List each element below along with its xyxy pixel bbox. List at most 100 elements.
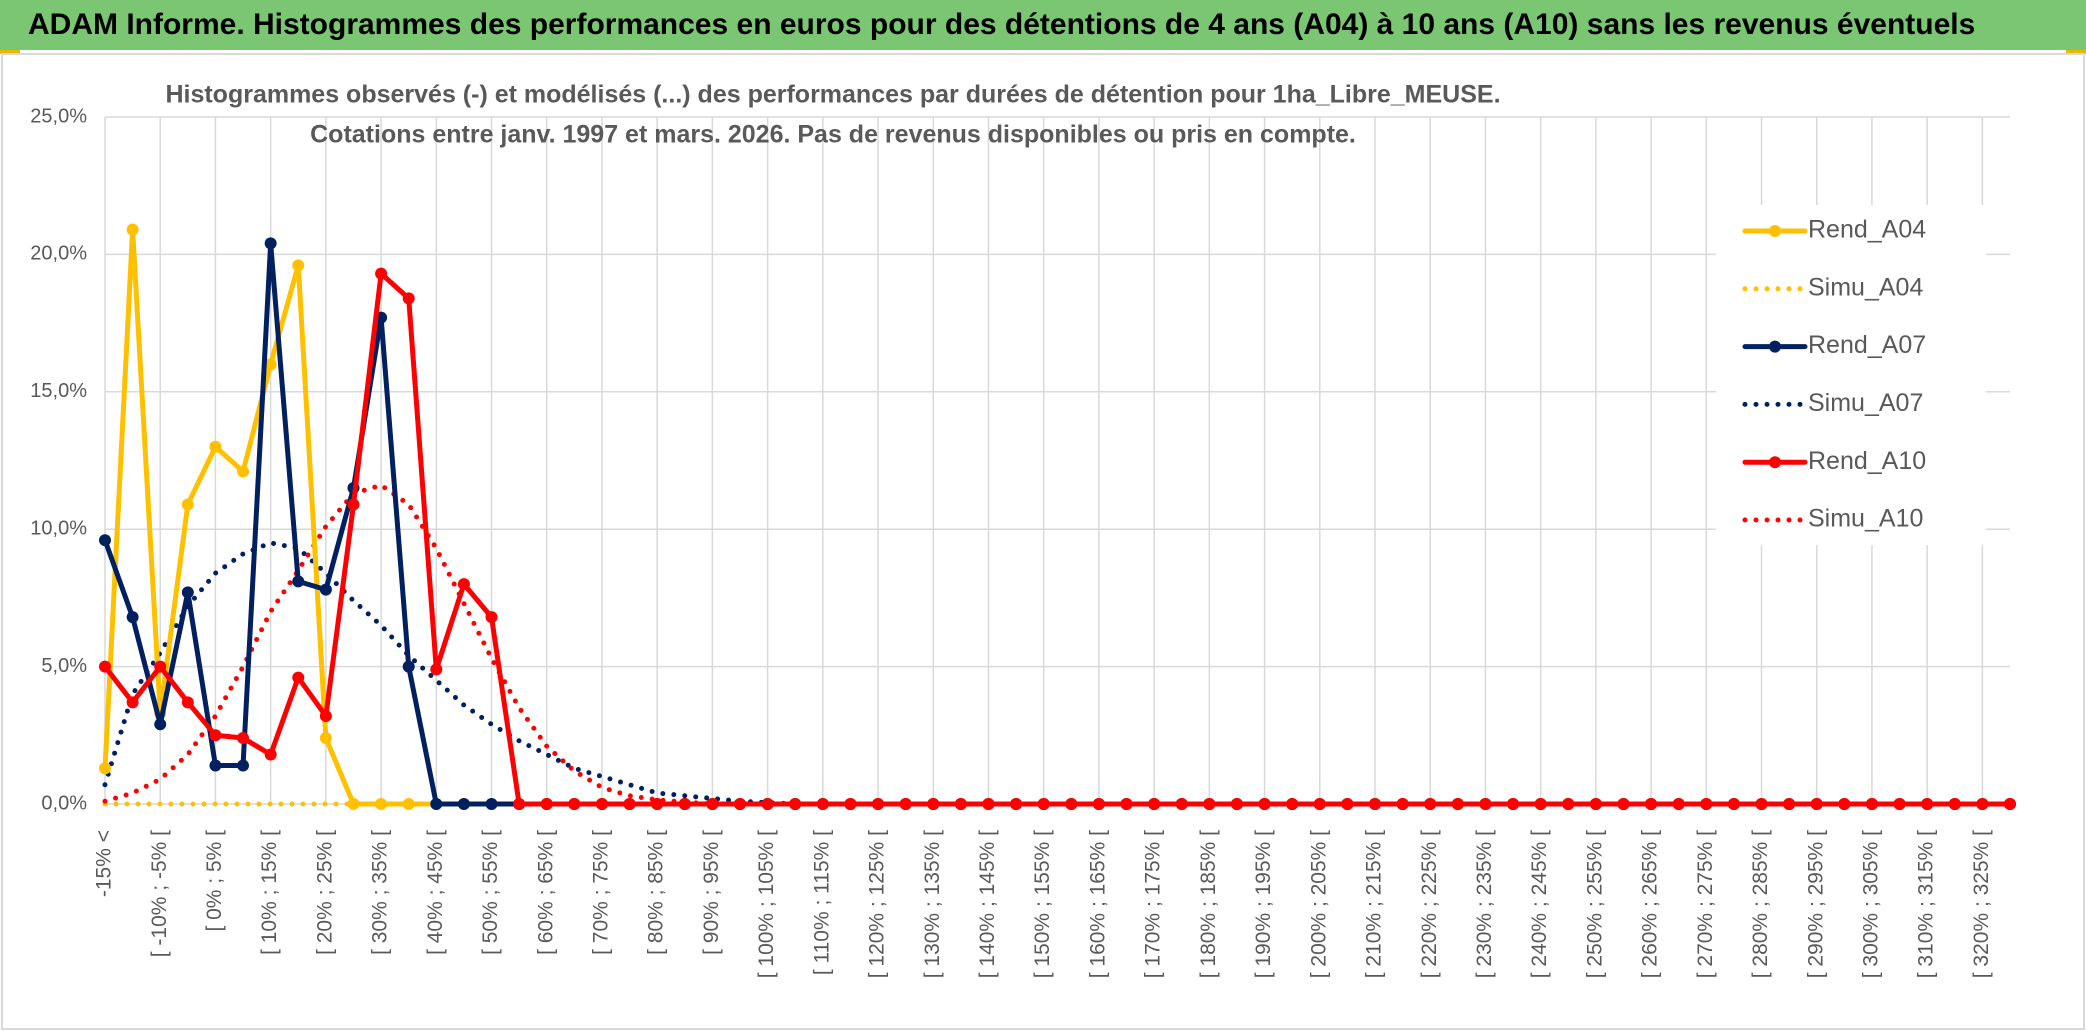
point — [1507, 798, 1520, 810]
point — [927, 798, 940, 810]
point — [457, 578, 470, 591]
point — [126, 696, 139, 709]
point — [209, 440, 222, 453]
x-tick-label: [ 20% ; 25% [ — [313, 830, 336, 955]
legend-box — [1716, 205, 1986, 545]
point — [292, 259, 305, 272]
x-tick-label: [ 90% ; 95% [ — [700, 830, 723, 955]
point — [1313, 798, 1326, 810]
point — [237, 465, 250, 478]
x-tick-label: [ 260% ; 265% [ — [1639, 830, 1662, 978]
point — [457, 798, 470, 810]
x-tick-label: [ 120% ; 125% [ — [866, 830, 889, 978]
point — [181, 696, 194, 709]
x-tick-label: [ 210% ; 215% [ — [1363, 830, 1386, 978]
point — [1921, 798, 1934, 810]
point — [678, 798, 691, 810]
point — [485, 611, 498, 624]
point — [319, 710, 332, 723]
point — [126, 611, 139, 624]
x-tick-label: [ 150% ; 155% [ — [1031, 830, 1054, 978]
x-tick-label: [ 130% ; 135% [ — [921, 830, 944, 978]
point — [1396, 798, 1409, 810]
point — [264, 748, 277, 761]
point — [99, 660, 111, 673]
point — [1534, 798, 1547, 810]
point — [844, 798, 857, 810]
x-tick-label: [ 240% ; 245% [ — [1528, 830, 1551, 978]
point — [1092, 798, 1105, 810]
point — [1755, 798, 1768, 810]
point — [1065, 798, 1078, 810]
y-tick-label: 15,0% — [30, 380, 87, 402]
point — [1451, 798, 1464, 810]
point — [209, 759, 222, 772]
point — [595, 798, 608, 810]
x-tick-label: [ 290% ; 295% [ — [1804, 830, 1827, 978]
point — [1341, 798, 1354, 810]
frame — [1, 53, 2085, 1030]
legend-marker — [1769, 340, 1781, 353]
legend-marker — [1769, 225, 1781, 237]
point — [1479, 798, 1492, 810]
point — [375, 798, 388, 810]
point — [319, 732, 332, 745]
point — [154, 718, 167, 731]
point — [292, 671, 305, 684]
point — [1617, 798, 1630, 810]
point — [872, 798, 885, 810]
point — [485, 798, 498, 810]
corner — [2066, 50, 2086, 54]
y-tick-label: 10,0% — [30, 517, 87, 539]
x-tick-label: [ 200% ; 205% [ — [1307, 830, 1330, 978]
point — [899, 798, 912, 810]
point — [126, 223, 139, 236]
x-tick-label: [ 30% ; 35% [ — [369, 830, 392, 955]
x-tick-label: [ 0% ; 5% [ — [203, 830, 226, 932]
point — [1424, 798, 1437, 810]
point — [1893, 798, 1906, 810]
point — [1672, 798, 1685, 810]
point — [761, 798, 774, 810]
banner-title: ADAM Informe. Histogrammes des performan… — [28, 8, 1975, 41]
point — [1010, 798, 1023, 810]
corner — [0, 50, 20, 54]
x-tick-label: [ 320% ; 325% [ — [1970, 830, 1993, 978]
point — [2004, 798, 2016, 810]
x-tick-label: [ 110% ; 115% [ — [810, 830, 833, 975]
point — [1700, 798, 1713, 810]
point — [1230, 798, 1243, 810]
point — [1286, 798, 1299, 810]
point — [347, 798, 360, 810]
x-tick-label: [ 160% ; 165% [ — [1086, 830, 1109, 978]
point — [347, 498, 360, 511]
x-tick-label: [ 180% ; 185% [ — [1197, 830, 1220, 978]
point — [99, 534, 111, 547]
point — [1727, 798, 1740, 810]
legend-label: Simu_A10 — [1808, 505, 1923, 533]
x-tick-label: [ 230% ; 235% [ — [1473, 830, 1496, 978]
point — [402, 660, 415, 673]
point — [292, 575, 305, 588]
point — [402, 292, 415, 305]
point — [623, 798, 636, 810]
point — [99, 762, 111, 775]
legend-label: Simu_A04 — [1808, 273, 1923, 301]
point — [1037, 798, 1050, 810]
point — [209, 729, 222, 742]
point — [375, 267, 388, 280]
point — [1148, 798, 1161, 810]
legend-marker — [1769, 456, 1781, 469]
point — [734, 798, 746, 810]
plot: 0,0% 5,0% 10,0% 15,0% 20,0% 25,0% -15% < [ -10%… — [30, 105, 2016, 978]
point — [706, 798, 719, 810]
x-tick-label: [ 280% ; 285% [ — [1749, 830, 1772, 978]
y-tick-label: 20,0% — [30, 243, 87, 265]
x-tick-label: [ 140% ; 145% [ — [976, 830, 999, 978]
x-tick-label: [ 50% ; 55% [ — [479, 830, 502, 955]
point — [1783, 798, 1796, 810]
point — [1203, 798, 1216, 810]
point — [1865, 798, 1878, 810]
